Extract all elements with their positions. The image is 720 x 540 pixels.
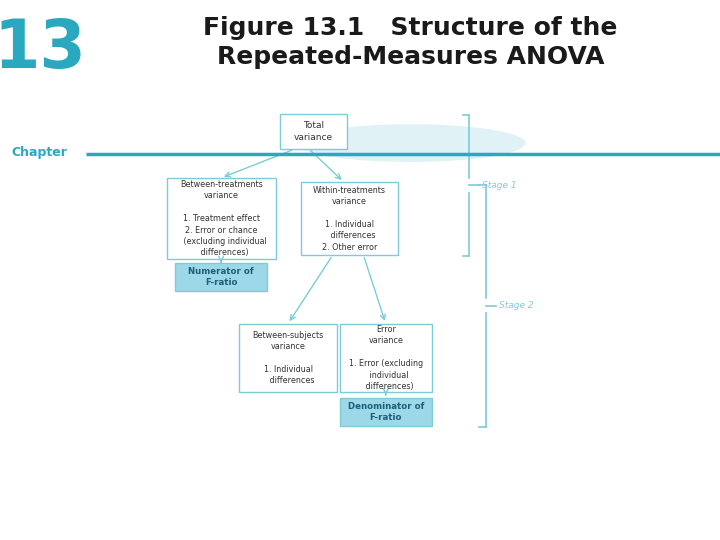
Text: Within-treatments
variance

1. Individual
   differences
2. Other error: Within-treatments variance 1. Individual… <box>313 186 386 252</box>
Text: Error
variance

1. Error (excluding
   individual
   differences): Error variance 1. Error (excluding indiv… <box>348 325 423 391</box>
FancyBboxPatch shape <box>239 323 337 392</box>
FancyBboxPatch shape <box>340 323 432 392</box>
Text: Between-treatments
variance

1. Treatment effect
2. Error or chance
   (excludin: Between-treatments variance 1. Treatment… <box>176 180 266 258</box>
Text: Figure 13.1   Structure of the
Repeated-Measures ANOVA: Figure 13.1 Structure of the Repeated-Me… <box>203 16 618 69</box>
Text: Chapter: Chapter <box>12 146 68 159</box>
Text: Stage 2: Stage 2 <box>499 301 534 310</box>
Text: 13: 13 <box>0 16 86 82</box>
FancyBboxPatch shape <box>167 178 276 259</box>
FancyBboxPatch shape <box>175 263 267 291</box>
Text: Denominator of
F-ratio: Denominator of F-ratio <box>348 402 424 422</box>
Text: Between-subjects
variance

1. Individual
   differences: Between-subjects variance 1. Individual … <box>253 330 324 386</box>
Text: Stage 1: Stage 1 <box>482 181 517 190</box>
FancyBboxPatch shape <box>301 183 398 255</box>
Text: Numerator of
F-ratio: Numerator of F-ratio <box>189 267 254 287</box>
FancyBboxPatch shape <box>340 398 432 426</box>
FancyBboxPatch shape <box>280 113 347 149</box>
Text: Total
variance: Total variance <box>294 121 333 141</box>
